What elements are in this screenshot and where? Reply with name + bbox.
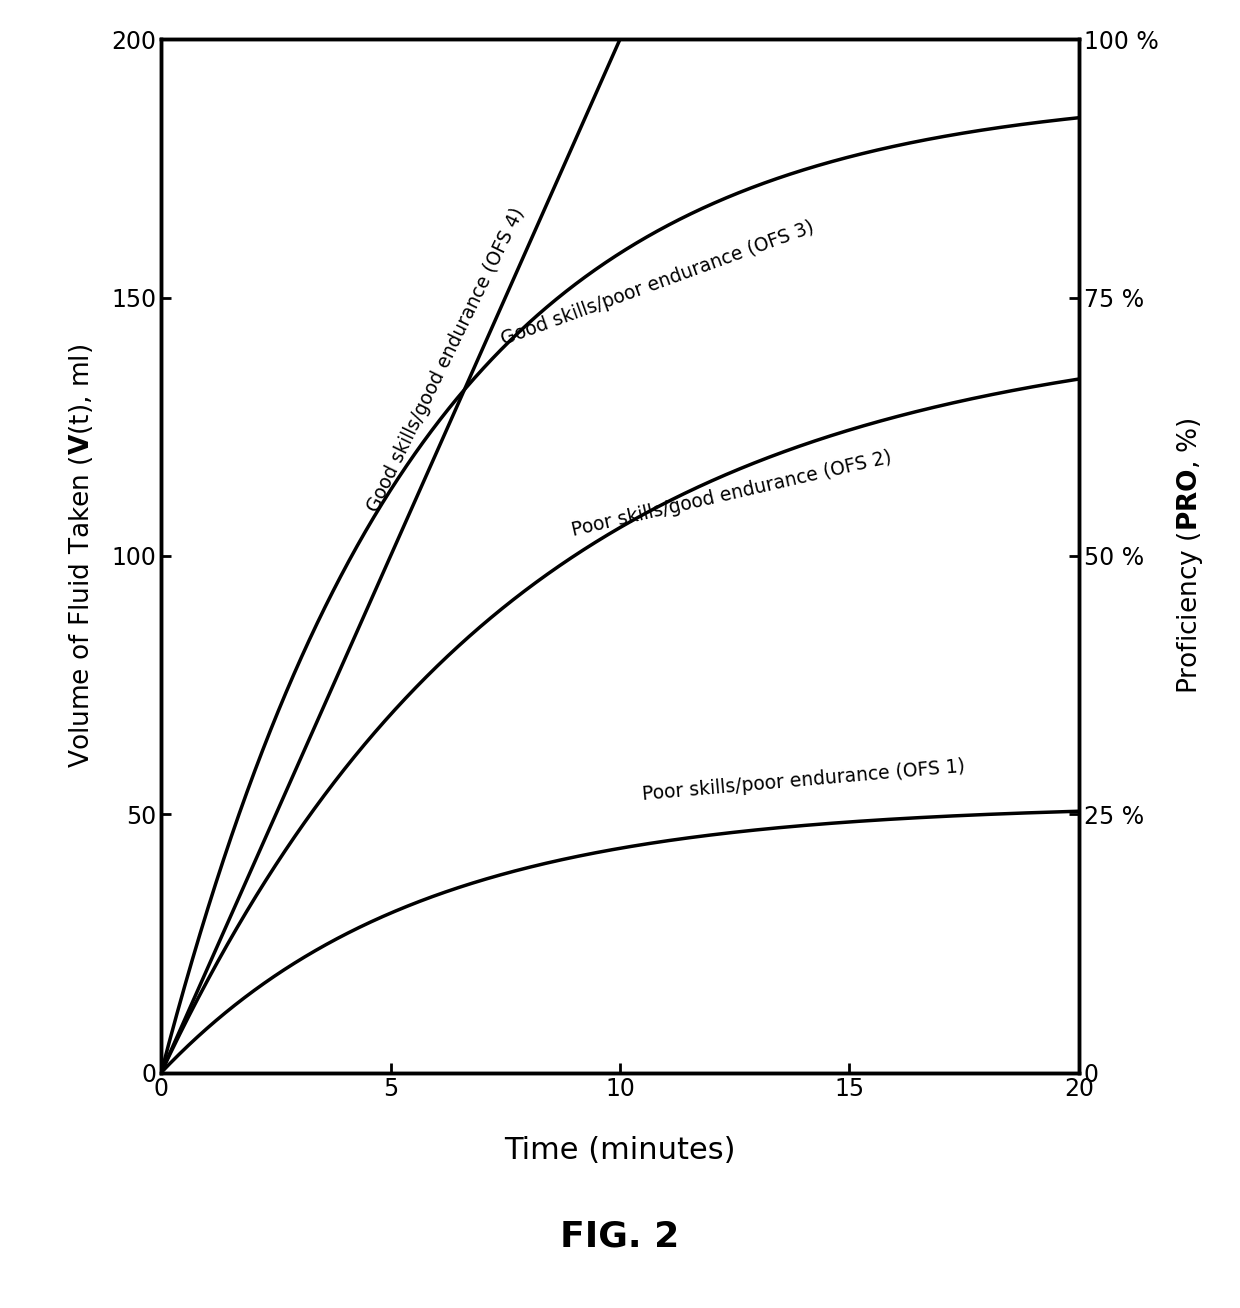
Text: Poor skills/good endurance (OFS 2): Poor skills/good endurance (OFS 2) [570, 449, 894, 540]
Y-axis label: Proficiency ($\mathbf{PRO}$, %): Proficiency ($\mathbf{PRO}$, %) [1176, 417, 1205, 695]
Text: FIG. 2: FIG. 2 [560, 1219, 680, 1253]
Y-axis label: Volume of Fluid Taken ($\mathbf{V}$(t), ml): Volume of Fluid Taken ($\mathbf{V}$(t), … [67, 344, 94, 768]
Text: Good skills/poor endurance (OFS 3): Good skills/poor endurance (OFS 3) [498, 218, 817, 349]
Text: Good skills/good endurance (OFS 4): Good skills/good endurance (OFS 4) [365, 204, 528, 514]
Text: Poor skills/poor endurance (OFS 1): Poor skills/poor endurance (OFS 1) [641, 757, 966, 804]
X-axis label: Time (minutes): Time (minutes) [505, 1137, 735, 1165]
